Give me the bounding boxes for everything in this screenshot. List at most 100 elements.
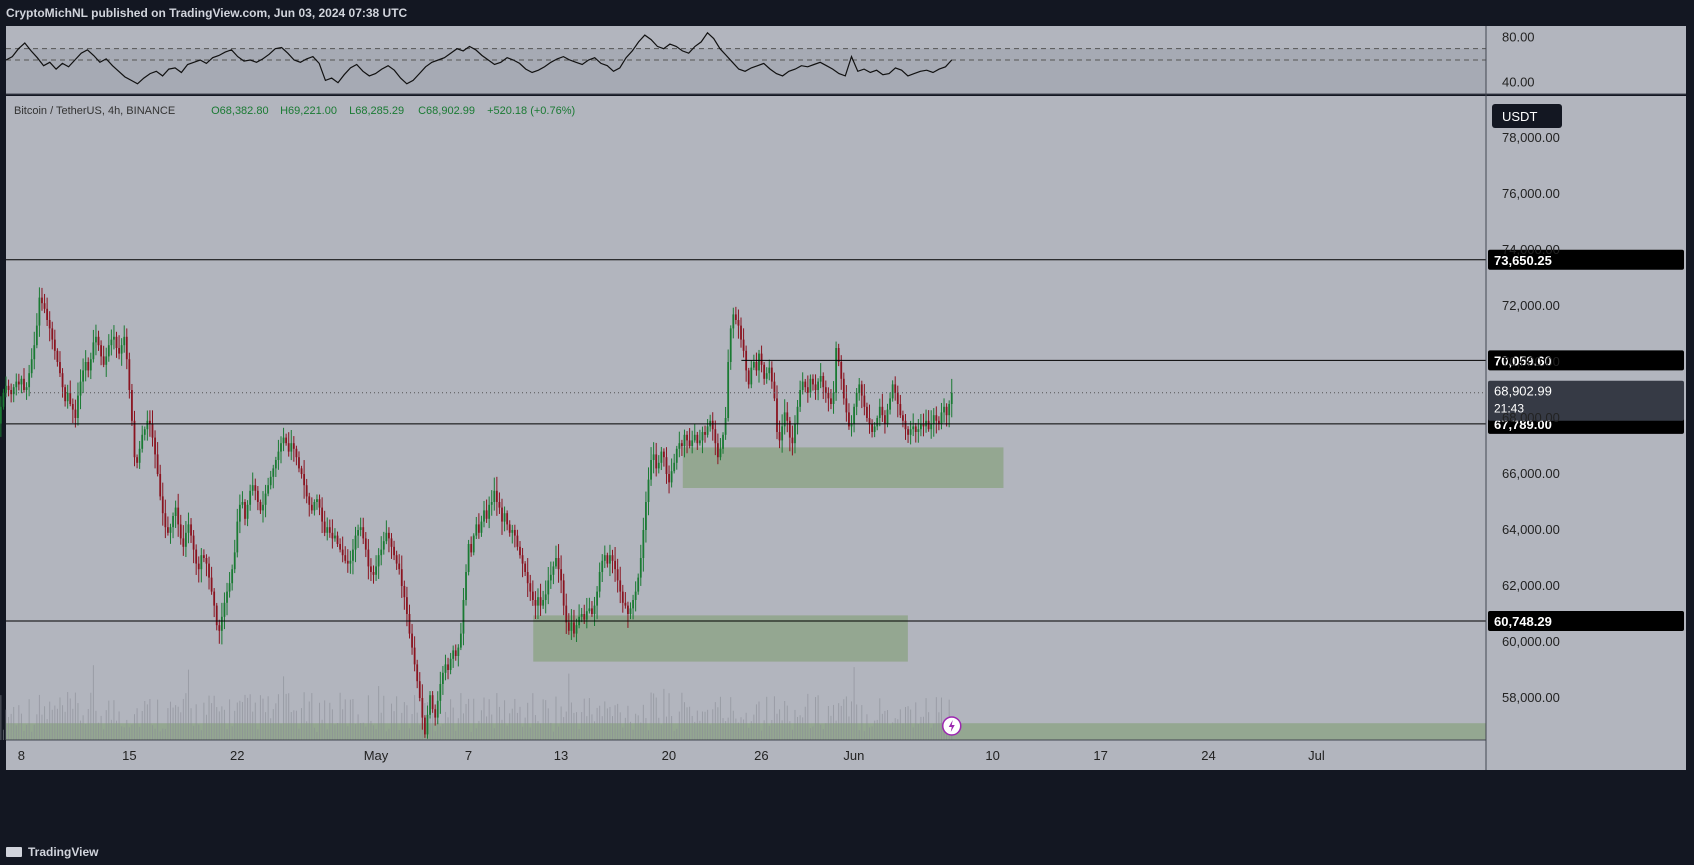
candle-body bbox=[752, 362, 755, 368]
candle-body bbox=[323, 521, 326, 533]
candle-body bbox=[493, 490, 496, 502]
candle-body bbox=[210, 577, 213, 592]
candle-body bbox=[591, 608, 593, 614]
candle-body bbox=[452, 650, 455, 659]
candle-body bbox=[364, 538, 367, 550]
candle-body bbox=[318, 499, 321, 508]
candle-body bbox=[652, 454, 655, 460]
candle-body bbox=[441, 672, 444, 684]
candle-body bbox=[143, 429, 146, 435]
candle-body bbox=[547, 580, 550, 595]
candle-body bbox=[298, 457, 300, 469]
x-tick-label: 24 bbox=[1201, 748, 1215, 763]
candle-body bbox=[218, 625, 221, 631]
candle-body bbox=[131, 390, 133, 421]
candle-body bbox=[431, 695, 434, 710]
candle-body bbox=[704, 432, 706, 435]
candle-body bbox=[884, 415, 886, 424]
candle-body bbox=[837, 348, 840, 362]
candle-body bbox=[786, 412, 789, 421]
candle-body bbox=[238, 504, 241, 522]
candle-body bbox=[776, 398, 778, 432]
candle-body bbox=[585, 611, 588, 620]
candle-body bbox=[670, 471, 673, 483]
candle-body bbox=[580, 614, 583, 617]
chart-area[interactable]: Bitcoin / TetherUS, 4h, BINANCE O68,382.8… bbox=[0, 26, 1694, 838]
candle-body bbox=[346, 560, 349, 564]
tradingview-logo[interactable]: TradingView bbox=[6, 845, 98, 859]
candle-body bbox=[691, 440, 694, 446]
candle-body bbox=[434, 709, 437, 718]
candle-body bbox=[220, 616, 223, 631]
candle-body bbox=[516, 535, 519, 547]
candle-body bbox=[490, 502, 493, 505]
currency-button bbox=[1492, 104, 1562, 128]
candle-body bbox=[228, 583, 231, 592]
candle-body bbox=[537, 597, 539, 606]
candle-body bbox=[609, 555, 611, 564]
candle-body bbox=[593, 605, 596, 614]
candle-body bbox=[881, 406, 884, 416]
candle-body bbox=[84, 362, 87, 371]
candle-body bbox=[791, 437, 794, 444]
candle-body bbox=[390, 538, 393, 547]
level-label-box-3 bbox=[1488, 611, 1684, 632]
candle-body bbox=[485, 510, 488, 519]
candle-body bbox=[562, 580, 565, 606]
candle-body bbox=[945, 406, 948, 416]
candle-body bbox=[20, 378, 23, 385]
candle-body bbox=[655, 454, 658, 469]
candle-body bbox=[706, 426, 709, 435]
candle-body bbox=[61, 373, 64, 388]
candle-body bbox=[835, 348, 837, 393]
candle-body bbox=[362, 527, 365, 539]
candle-body bbox=[598, 572, 601, 592]
candle-body bbox=[894, 384, 897, 393]
candle-body bbox=[711, 420, 714, 430]
candle-body bbox=[182, 538, 185, 547]
candle-body bbox=[408, 614, 411, 634]
candle-body bbox=[645, 502, 647, 530]
footer-bar: TradingView bbox=[0, 838, 1694, 865]
candle-body bbox=[459, 633, 462, 648]
candle-body bbox=[832, 392, 835, 404]
candle-body bbox=[611, 555, 614, 561]
x-tick-label: 22 bbox=[230, 748, 244, 763]
chart-svg[interactable]: Bitcoin / TetherUS, 4h, BINANCE O68,382.8… bbox=[0, 26, 1694, 838]
candle-body bbox=[123, 336, 126, 346]
candle-body bbox=[904, 420, 907, 430]
legend-close: C68,902.99 bbox=[418, 105, 475, 117]
candle-body bbox=[17, 381, 20, 385]
candle-body bbox=[382, 541, 385, 550]
candle-body bbox=[889, 398, 891, 410]
candle-body bbox=[673, 462, 676, 472]
candle-body bbox=[174, 507, 177, 516]
candle-body bbox=[842, 378, 845, 399]
y-tick-label: 70,000.00 bbox=[1502, 354, 1560, 369]
candle-body bbox=[619, 580, 622, 592]
candle-body bbox=[475, 524, 478, 536]
candle-body bbox=[444, 664, 447, 673]
y-tick-label: 66,000.00 bbox=[1502, 466, 1560, 481]
candle-body bbox=[858, 384, 861, 393]
candle-body bbox=[282, 437, 285, 444]
candle-body bbox=[501, 507, 503, 522]
candle-body bbox=[102, 356, 105, 365]
candle-body bbox=[781, 426, 784, 441]
candle-body bbox=[303, 474, 306, 486]
candle-body bbox=[804, 381, 807, 388]
candle-body bbox=[41, 297, 43, 304]
candle-body bbox=[601, 560, 604, 572]
candle-body bbox=[914, 426, 917, 432]
candle-body bbox=[393, 546, 395, 556]
candle-body bbox=[290, 443, 293, 452]
last-price-label: 68,902.99 bbox=[1494, 384, 1552, 399]
x-tick-label: 8 bbox=[18, 748, 25, 763]
candle-body bbox=[184, 532, 187, 547]
candle-body bbox=[855, 392, 858, 407]
x-tick-label: 20 bbox=[662, 748, 676, 763]
candle-body bbox=[23, 378, 25, 390]
candle-body bbox=[205, 558, 208, 564]
candle-body bbox=[79, 381, 82, 396]
candle-body bbox=[902, 415, 904, 421]
